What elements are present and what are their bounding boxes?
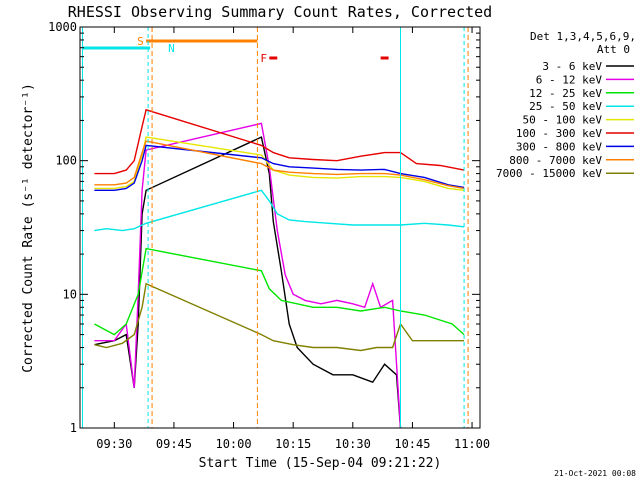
series-line-8 (94, 282, 465, 352)
footer-timestamp: 21-Oct-2021 00:08 (554, 469, 636, 478)
y-tick-label: 1 (70, 421, 77, 435)
series-line-5 (94, 108, 465, 175)
orbit-boundaries (82, 27, 469, 428)
x-tick-label: 11:00 (454, 437, 490, 451)
legend-label: 50 - 100 keV (523, 114, 603, 127)
legend-label: 6 - 12 keV (536, 73, 603, 86)
y-tick-label: 1000 (48, 20, 77, 34)
series-line-4 (94, 136, 465, 191)
series-line-7 (94, 140, 465, 190)
x-tick-label: 09:45 (156, 437, 192, 451)
detectors-label: Det 1,3,4,5,6,9, (530, 30, 636, 43)
y-axis-ticks: 1 10 100 1000 (48, 20, 480, 435)
series-line-2 (94, 247, 465, 336)
attenuator-label: Att 0 (597, 43, 630, 56)
x-tick-label: 10:00 (215, 437, 251, 451)
flag-label-n: N (168, 42, 175, 55)
legend-label: 3 - 6 keV (542, 60, 602, 73)
series-lines (94, 108, 465, 429)
flag-label-s: S (137, 35, 144, 48)
chart-title: RHESSI Observing Summary Count Rates, Co… (68, 3, 492, 21)
legend-label: 7000 - 15000 keV (496, 167, 602, 180)
legend-label: 800 - 7000 keV (509, 154, 602, 167)
series-line-3 (94, 189, 465, 232)
legend-label: 25 - 50 keV (529, 100, 602, 113)
series-line-6 (94, 144, 465, 192)
flags-layer: S N F (82, 35, 389, 65)
legend-label: 100 - 300 keV (516, 127, 602, 140)
series-line-1 (94, 122, 402, 429)
flag-label-f: F (260, 52, 267, 65)
x-tick-label: 10:15 (275, 437, 311, 451)
y-tick-label: 100 (55, 154, 77, 168)
x-axis-label: Start Time (15-Sep-04 09:21:22) (199, 456, 442, 471)
x-axis-ticks: 09:30 09:45 10:00 10:15 10:30 10:45 11:00 (96, 27, 490, 451)
x-tick-label: 10:45 (394, 437, 430, 451)
y-tick-label: 10 (63, 287, 77, 301)
legend-label: 12 - 25 keV (529, 87, 602, 100)
plot-frame (79, 26, 481, 429)
y-axis-label: Corrected Count Rate (s⁻¹ detector⁻¹) (21, 83, 36, 373)
x-tick-label: 09:30 (96, 437, 132, 451)
legend-label: 300 - 800 keV (516, 140, 602, 153)
x-tick-label: 10:30 (335, 437, 371, 451)
